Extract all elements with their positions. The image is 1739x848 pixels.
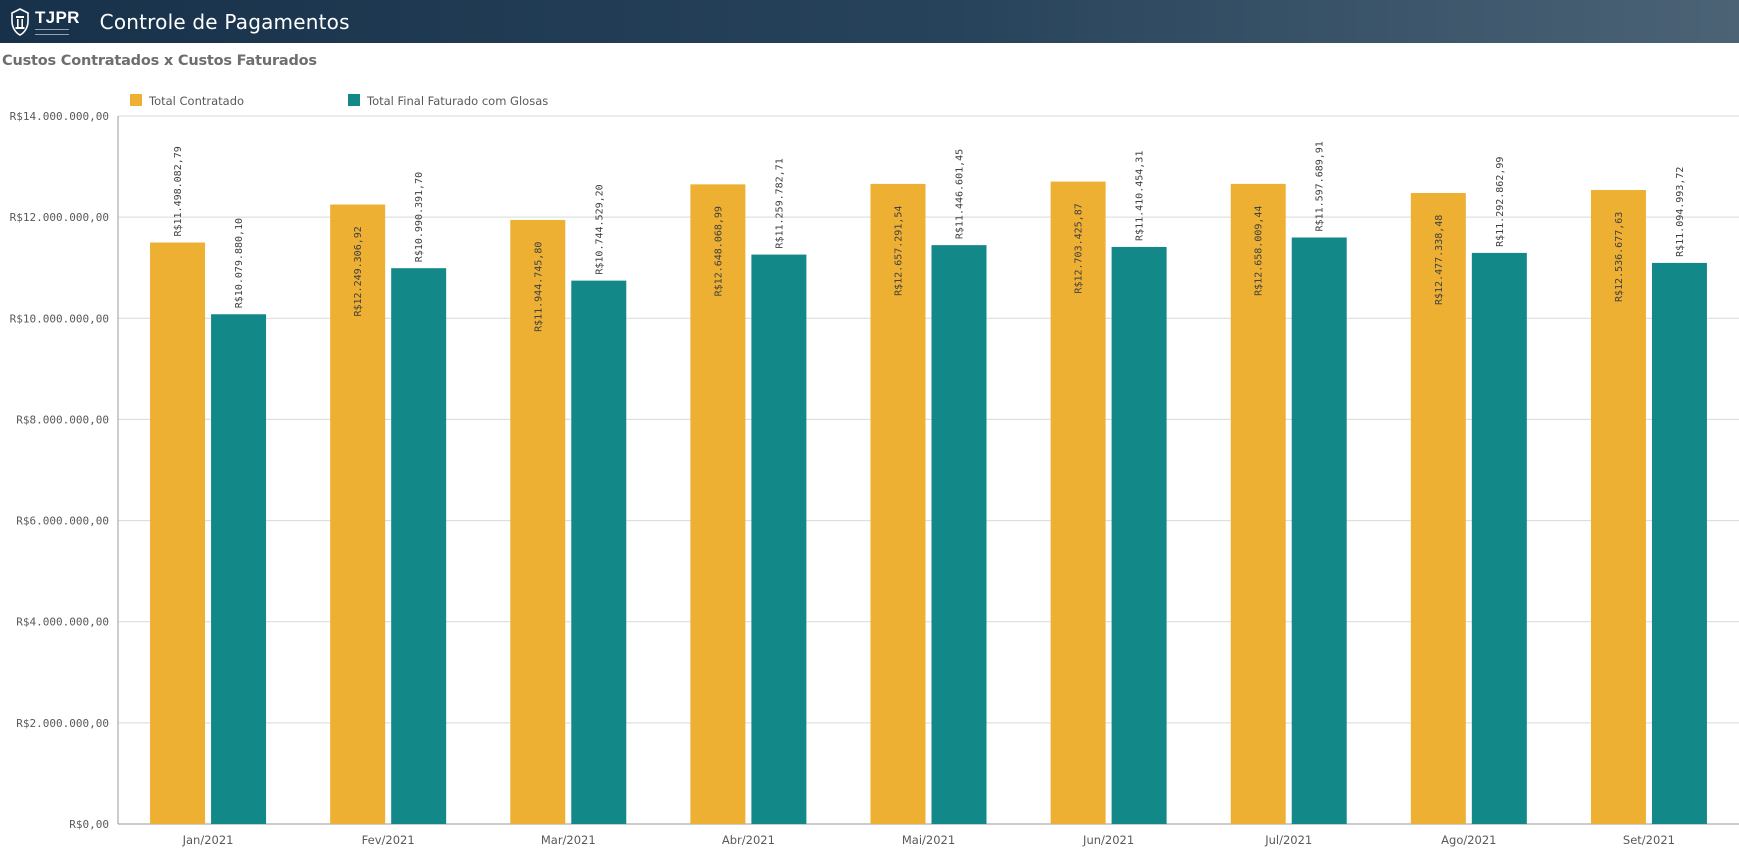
bar-contratado[interactable] [690, 184, 746, 824]
bar-faturado[interactable] [391, 268, 447, 824]
data-label: R$12.648.068,99 [713, 206, 724, 296]
data-label: R$12.249.306,92 [353, 226, 364, 316]
x-category-label: Jan/2021 [182, 833, 234, 847]
bar-contratado[interactable] [870, 183, 926, 824]
data-label: R$10.744.529,20 [594, 184, 605, 274]
data-label: R$10.079.880,10 [234, 218, 245, 308]
y-tick-label: R$6.000.000,00 [16, 515, 109, 528]
bar-contratado[interactable] [330, 204, 386, 825]
bar-contratado[interactable] [510, 219, 566, 824]
data-label: R$11.094.993,72 [1675, 167, 1686, 257]
bar-contratado[interactable] [150, 242, 206, 825]
legend-swatch [130, 94, 142, 106]
data-label: R$11.446.601,45 [955, 149, 966, 239]
y-tick-label: R$12.000.000,00 [10, 211, 109, 224]
bar-faturado[interactable] [211, 314, 267, 824]
data-label: R$11.259.782,71 [774, 158, 785, 248]
bar-faturado[interactable] [1111, 246, 1167, 824]
bar-contratado[interactable] [1050, 181, 1106, 825]
bar-faturado[interactable] [931, 245, 987, 824]
data-label: R$11.498.082,79 [173, 146, 184, 236]
bar-faturado[interactable] [571, 280, 627, 825]
x-category-label: Mai/2021 [902, 833, 955, 847]
data-label: R$10.990.391,70 [414, 172, 425, 262]
data-label: R$12.703.425,87 [1074, 203, 1085, 293]
tjpr-emblem-icon [11, 7, 29, 36]
legend-label: Total Final Faturado com Glosas [366, 94, 548, 108]
legend-label: Total Contratado [148, 94, 244, 108]
x-category-label: Abr/2021 [722, 833, 775, 847]
bar-contratado[interactable] [1410, 193, 1466, 824]
logo-subtitle-lines [35, 28, 69, 35]
data-label: R$12.536.677,63 [1614, 212, 1625, 302]
x-category-label: Ago/2021 [1441, 833, 1496, 847]
data-label: R$11.410.454,31 [1135, 151, 1146, 241]
x-category-label: Jun/2021 [1082, 833, 1134, 847]
x-category-label: Fev/2021 [362, 833, 415, 847]
y-tick-label: R$0,00 [69, 818, 109, 831]
app-header: TJPR Controle de Pagamentos [0, 0, 1739, 43]
app-title: Controle de Pagamentos [99, 9, 350, 34]
y-tick-label: R$14.000.000,00 [10, 110, 109, 123]
x-category-label: Mar/2021 [541, 833, 596, 847]
y-tick-label: R$2.000.000,00 [16, 717, 109, 730]
chart-title: Custos Contratados x Custos Faturados [2, 53, 317, 69]
y-tick-label: R$8.000.000,00 [16, 413, 109, 426]
x-category-label: Jul/2021 [1264, 833, 1312, 847]
data-label: R$11.597.689,91 [1315, 141, 1326, 231]
data-label: R$12.657.291,54 [894, 206, 905, 296]
x-category-label: Set/2021 [1623, 833, 1675, 847]
bar-contratado[interactable] [1230, 183, 1286, 824]
logo-text: TJPR [35, 7, 80, 27]
bar-contratado[interactable] [1590, 190, 1646, 824]
data-label: R$11.292.862,99 [1495, 157, 1506, 247]
bar-faturado[interactable] [1471, 252, 1527, 824]
data-label: R$12.658.009,44 [1254, 206, 1265, 296]
data-label: R$11.944.745,80 [533, 242, 544, 332]
bar-faturado[interactable] [1291, 237, 1347, 824]
bar-faturado[interactable] [751, 254, 807, 824]
y-tick-label: R$10.000.000,00 [10, 312, 109, 325]
bar-faturado[interactable] [1651, 262, 1707, 825]
data-label: R$12.477.338,48 [1434, 215, 1445, 305]
y-tick-label: R$4.000.000,00 [16, 616, 109, 629]
legend-swatch [348, 94, 360, 106]
tjpr-logo[interactable]: TJPR [9, 0, 80, 43]
